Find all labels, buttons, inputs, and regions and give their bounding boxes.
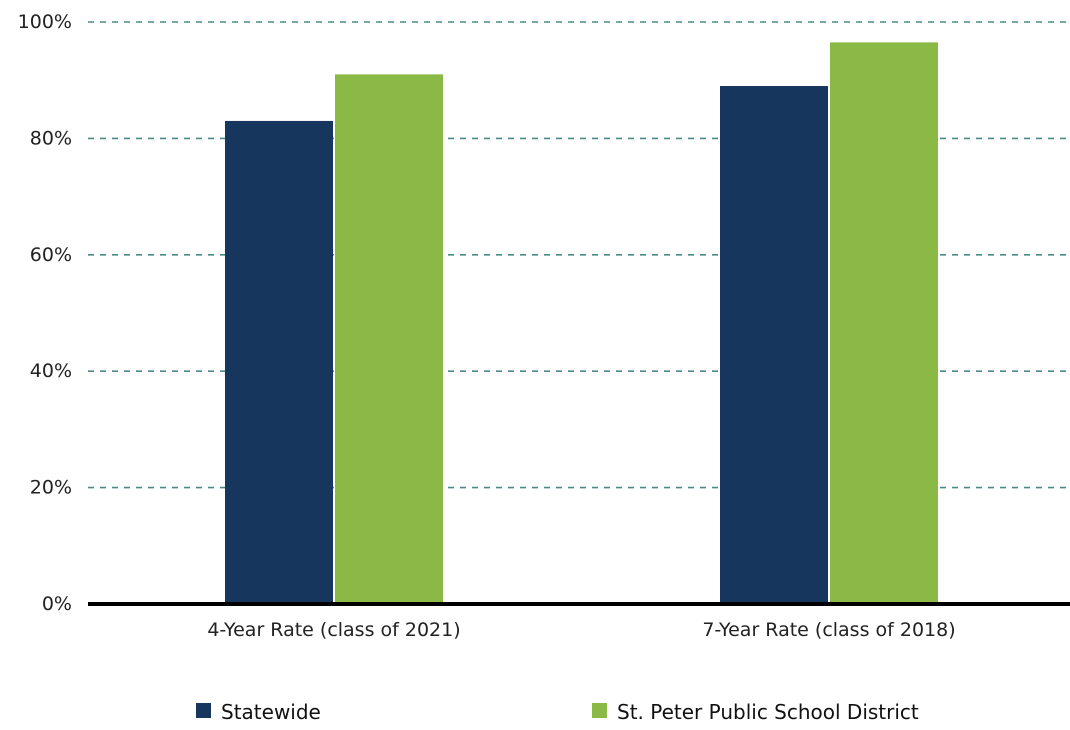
y-tick-label: 80%: [30, 127, 72, 149]
y-tick-label: 0%: [42, 593, 72, 615]
bar-district-1: [335, 74, 443, 604]
y-tick-label: 60%: [30, 244, 72, 266]
x-tick-label: 7-Year Rate (class of 2018): [702, 619, 955, 641]
bars: [225, 42, 938, 605]
x-tick-label: 4-Year Rate (class of 2021): [207, 619, 460, 641]
bar-district-2: [830, 42, 938, 605]
legend: Statewide St. Peter Public School Distric…: [196, 700, 919, 724]
y-axis-ticks: 0% 20% 40% 60% 80% 100%: [18, 11, 72, 615]
bar-statewide-1: [225, 120, 333, 604]
legend-label-district: St. Peter Public School District: [617, 700, 919, 724]
legend-swatch-district: [592, 703, 607, 718]
legend-label-statewide: Statewide: [221, 700, 321, 724]
y-tick-label: 20%: [30, 477, 72, 499]
x-axis-ticks: 4-Year Rate (class of 2021) 7-Year Rate (…: [207, 619, 955, 641]
y-tick-label: 40%: [30, 360, 72, 382]
legend-swatch-statewide: [196, 703, 211, 718]
bar-statewide-2: [720, 86, 828, 604]
y-tick-label: 100%: [18, 11, 72, 33]
